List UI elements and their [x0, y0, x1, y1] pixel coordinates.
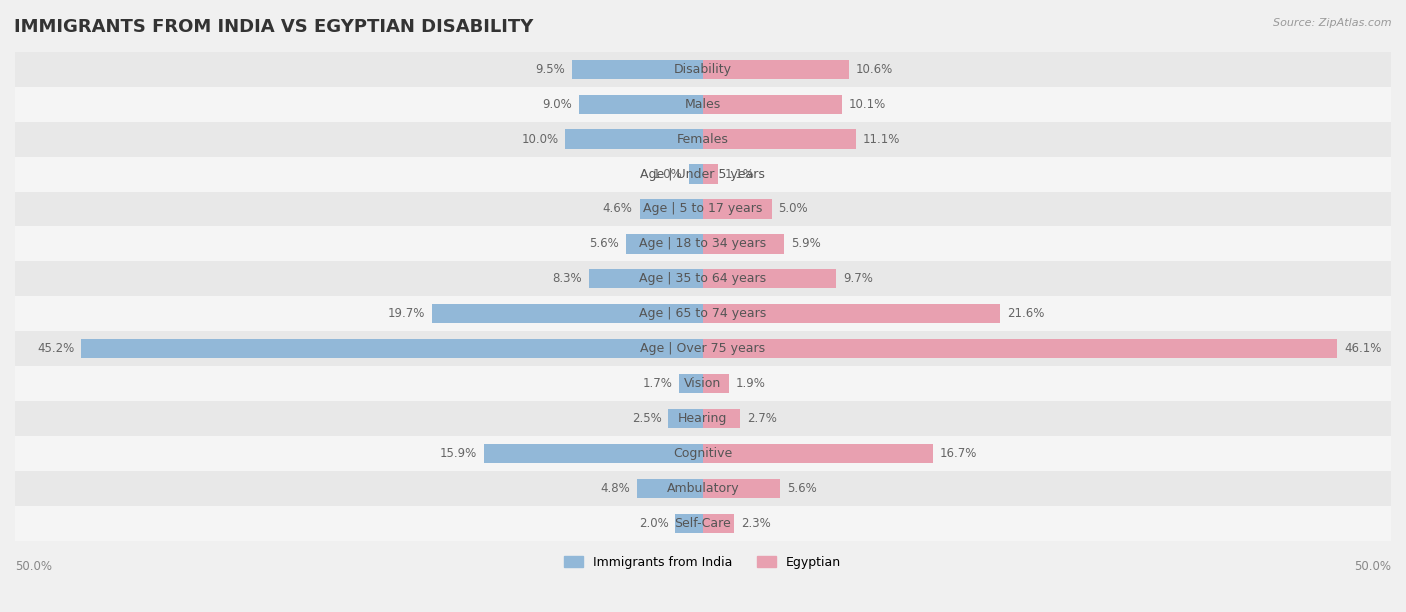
Text: 10.0%: 10.0% [522, 133, 558, 146]
Bar [679, 374, 703, 394]
FancyBboxPatch shape [15, 192, 1391, 226]
Bar [703, 304, 1000, 324]
Text: 11.1%: 11.1% [862, 133, 900, 146]
FancyBboxPatch shape [15, 261, 1391, 296]
Bar [703, 374, 728, 394]
Bar [703, 234, 785, 253]
FancyBboxPatch shape [15, 401, 1391, 436]
Text: 8.3%: 8.3% [553, 272, 582, 285]
FancyBboxPatch shape [15, 471, 1391, 506]
Bar [703, 514, 734, 533]
FancyBboxPatch shape [15, 366, 1391, 401]
Text: 15.9%: 15.9% [440, 447, 477, 460]
Text: 4.8%: 4.8% [600, 482, 630, 495]
Bar [565, 130, 703, 149]
Text: 10.6%: 10.6% [855, 62, 893, 76]
Text: 4.6%: 4.6% [603, 203, 633, 215]
Text: 45.2%: 45.2% [37, 342, 75, 356]
Text: Age | 18 to 34 years: Age | 18 to 34 years [640, 237, 766, 250]
Text: Ambulatory: Ambulatory [666, 482, 740, 495]
Text: 2.0%: 2.0% [638, 517, 668, 530]
Text: 5.6%: 5.6% [787, 482, 817, 495]
Bar [703, 59, 849, 79]
Bar [432, 304, 703, 324]
Text: Age | 5 to 17 years: Age | 5 to 17 years [643, 203, 762, 215]
FancyBboxPatch shape [15, 506, 1391, 541]
Text: 2.3%: 2.3% [741, 517, 770, 530]
Bar [640, 200, 703, 218]
Text: 5.0%: 5.0% [779, 203, 808, 215]
Text: 5.6%: 5.6% [589, 237, 619, 250]
Text: Age | Over 75 years: Age | Over 75 years [640, 342, 765, 356]
Bar [703, 269, 837, 288]
Bar [589, 269, 703, 288]
Text: 19.7%: 19.7% [388, 307, 425, 320]
Bar [668, 409, 703, 428]
Bar [82, 339, 703, 359]
Text: Disability: Disability [673, 62, 733, 76]
FancyBboxPatch shape [15, 87, 1391, 122]
Text: 16.7%: 16.7% [939, 447, 977, 460]
FancyBboxPatch shape [15, 157, 1391, 192]
Text: 1.0%: 1.0% [652, 168, 682, 181]
Text: Source: ZipAtlas.com: Source: ZipAtlas.com [1274, 18, 1392, 28]
FancyBboxPatch shape [15, 436, 1391, 471]
Bar [579, 94, 703, 114]
Bar [637, 479, 703, 498]
Bar [689, 165, 703, 184]
FancyBboxPatch shape [15, 331, 1391, 366]
Text: Age | 35 to 64 years: Age | 35 to 64 years [640, 272, 766, 285]
Text: IMMIGRANTS FROM INDIA VS EGYPTIAN DISABILITY: IMMIGRANTS FROM INDIA VS EGYPTIAN DISABI… [14, 18, 533, 36]
Text: Age | Under 5 years: Age | Under 5 years [640, 168, 765, 181]
Text: Females: Females [676, 133, 728, 146]
Bar [626, 234, 703, 253]
Text: 21.6%: 21.6% [1007, 307, 1045, 320]
Bar [703, 94, 842, 114]
Text: 2.5%: 2.5% [631, 412, 662, 425]
Bar [703, 479, 780, 498]
Legend: Immigrants from India, Egyptian: Immigrants from India, Egyptian [560, 551, 846, 574]
Text: Hearing: Hearing [678, 412, 727, 425]
Text: 9.5%: 9.5% [536, 62, 565, 76]
Text: Vision: Vision [685, 377, 721, 390]
Bar [572, 59, 703, 79]
Text: 50.0%: 50.0% [1354, 560, 1391, 573]
Text: 1.7%: 1.7% [643, 377, 672, 390]
Bar [703, 339, 1337, 359]
Bar [675, 514, 703, 533]
Text: 1.9%: 1.9% [735, 377, 766, 390]
Text: 9.7%: 9.7% [844, 272, 873, 285]
Text: 9.0%: 9.0% [543, 98, 572, 111]
FancyBboxPatch shape [15, 226, 1391, 261]
Bar [703, 130, 855, 149]
Bar [703, 200, 772, 218]
Text: 46.1%: 46.1% [1344, 342, 1381, 356]
Text: 1.1%: 1.1% [725, 168, 755, 181]
Text: 50.0%: 50.0% [15, 560, 52, 573]
FancyBboxPatch shape [15, 296, 1391, 331]
Text: Males: Males [685, 98, 721, 111]
Text: Self-Care: Self-Care [675, 517, 731, 530]
Bar [484, 444, 703, 463]
Text: 5.9%: 5.9% [792, 237, 821, 250]
Text: 2.7%: 2.7% [747, 412, 776, 425]
Bar [703, 165, 718, 184]
Text: Age | 65 to 74 years: Age | 65 to 74 years [640, 307, 766, 320]
FancyBboxPatch shape [15, 52, 1391, 87]
Text: Cognitive: Cognitive [673, 447, 733, 460]
Text: 10.1%: 10.1% [849, 98, 886, 111]
Bar [703, 409, 740, 428]
FancyBboxPatch shape [15, 122, 1391, 157]
Bar [703, 444, 932, 463]
